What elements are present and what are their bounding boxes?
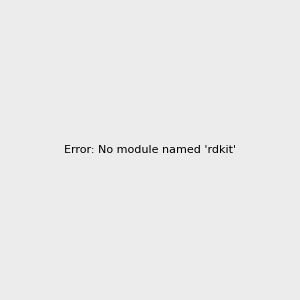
Text: Error: No module named 'rdkit': Error: No module named 'rdkit' (64, 145, 236, 155)
